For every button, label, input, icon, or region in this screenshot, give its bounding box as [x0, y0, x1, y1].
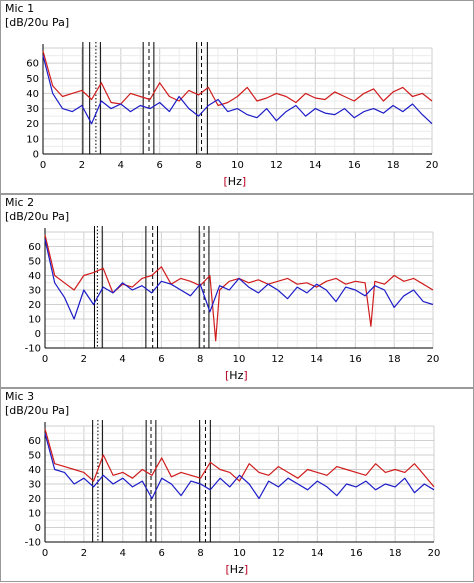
plot-area: 0 10 20 30 40 50 60 0 2 4 6 8 10 12 14 16 18 20: [26, 42, 439, 171]
x-tick-label: 10: [233, 354, 246, 365]
y-tick-label: 30: [26, 104, 39, 115]
y-tick-label: 10: [26, 134, 39, 145]
x-tick-label: 2: [81, 548, 87, 559]
x-tick-label: 0: [40, 160, 46, 171]
x-tick-label: 20: [426, 160, 439, 171]
x-tick-label: 2: [81, 354, 87, 365]
x-tick-label: 16: [350, 548, 363, 559]
x-tick-label: 4: [119, 354, 125, 365]
x-axis-label: [Hz]: [225, 563, 249, 576]
x-tick-label: 0: [42, 548, 48, 559]
series-line-blue: [44, 433, 435, 500]
y-axis-label: [dB/20u Pa]: [5, 210, 70, 223]
y-tick-label: -10: [25, 344, 41, 355]
x-tick-label: 18: [388, 354, 401, 365]
series-line-blue: [44, 239, 434, 320]
x-tick-label: 14: [309, 160, 322, 171]
chart-panel-mic-2: Mic 2 [dB/20u Pa] -10 0 10 20 30 40 50 60 0 2 4 6 8 1…: [0, 194, 474, 388]
chart-panel-mic-3: Mic 3 [dB/20u Pa] -10 0 10 20 30 40 50 60 0 2 4 6 8 1…: [0, 388, 474, 582]
y-tick-label: 20: [28, 494, 41, 505]
x-tick-label: 10: [231, 160, 244, 171]
x-tick-label: 2: [79, 160, 85, 171]
y-tick-label: 50: [28, 257, 41, 268]
chart-title: Mic 2: [5, 196, 35, 209]
y-tick-label: 50: [26, 74, 39, 85]
y-axis-label: [dB/20u Pa]: [5, 16, 70, 29]
x-tick-label: 14: [311, 548, 324, 559]
y-tick-label: 20: [26, 119, 39, 130]
y-tick-label: 20: [28, 300, 41, 311]
x-tick-label: 6: [158, 354, 164, 365]
series-line-red: [44, 428, 435, 488]
x-tick-label: 12: [270, 160, 283, 171]
x-tick-label: 6: [159, 548, 165, 559]
x-tick-label: 8: [197, 548, 203, 559]
chart-title: Mic 3: [5, 390, 35, 403]
y-tick-label: -10: [25, 538, 41, 549]
x-tick-label: 20: [427, 354, 440, 365]
y-tick-label: 50: [28, 451, 41, 462]
x-axis-label: [Hz]: [225, 369, 248, 382]
series-line-red: [42, 50, 433, 107]
y-tick-label: 10: [28, 315, 41, 326]
x-tick-label: 0: [42, 354, 48, 365]
x-tick-label: 10: [233, 548, 246, 559]
x-tick-label: 18: [389, 548, 402, 559]
x-tick-label: 16: [349, 354, 362, 365]
x-tick-label: 8: [195, 160, 201, 171]
chart-panel-mic-1: Mic 1 [dB/20u Pa] 0 10 20 30 40 50 60 0 2 4 6 8 10 12…: [0, 0, 474, 194]
y-tick-label: 60: [28, 242, 41, 253]
y-tick-label: 0: [35, 329, 41, 340]
x-tick-label: 18: [387, 160, 400, 171]
x-tick-label: 6: [157, 160, 163, 171]
y-tick-label: 60: [28, 436, 41, 447]
y-tick-label: 40: [26, 89, 39, 100]
x-tick-label: 12: [271, 354, 284, 365]
y-tick-label: 10: [28, 509, 41, 520]
y-tick-label: 40: [28, 465, 41, 476]
x-tick-label: 4: [118, 160, 124, 171]
x-tick-label: 16: [348, 160, 361, 171]
x-tick-label: 4: [120, 548, 126, 559]
series-line-blue: [42, 55, 433, 125]
y-tick-label: 30: [28, 480, 41, 491]
chart-title: Mic 1: [5, 2, 35, 15]
x-axis-label: [Hz]: [223, 175, 247, 188]
y-tick-label: 0: [33, 150, 39, 161]
y-tick-label: 40: [28, 271, 41, 282]
y-axis-label: [dB/20u Pa]: [5, 404, 70, 417]
y-tick-label: 0: [35, 523, 41, 534]
y-tick-label: 30: [28, 286, 41, 297]
x-tick-label: 20: [428, 548, 441, 559]
y-tick-label: 60: [26, 59, 39, 70]
x-tick-label: 14: [310, 354, 323, 365]
x-tick-label: 8: [197, 354, 203, 365]
x-tick-label: 12: [272, 548, 285, 559]
